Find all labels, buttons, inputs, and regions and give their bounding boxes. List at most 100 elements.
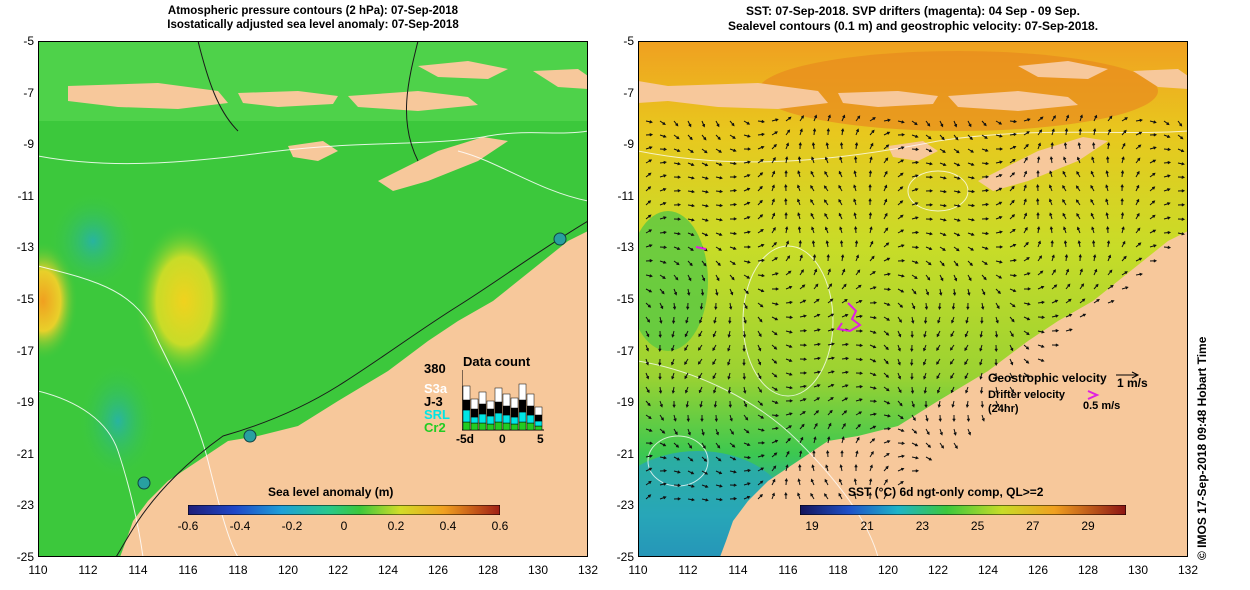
velocity-arrow	[827, 370, 835, 374]
velocity-arrow	[743, 482, 751, 486]
velocity-arrow	[925, 246, 933, 251]
velocity-arrow	[1177, 217, 1186, 221]
velocity-arrow	[967, 203, 976, 208]
velocity-arrow	[729, 470, 737, 474]
velocity-arrow	[1023, 143, 1029, 150]
velocity-arrow	[757, 288, 765, 293]
velocity-arrow	[757, 330, 762, 338]
velocity-arrow	[812, 127, 817, 136]
mission-j3: J-3	[424, 394, 443, 409]
velocity-arrow	[1037, 270, 1044, 276]
velocity-arrow	[659, 316, 663, 324]
mission-s3a: S3a	[424, 381, 448, 396]
velocity-arrow	[1149, 172, 1156, 178]
velocity-arrow	[785, 372, 793, 376]
velocity-arrow	[743, 442, 751, 446]
velocity-arrow	[883, 440, 891, 444]
velocity-arrow	[714, 302, 718, 311]
velocity-arrow	[687, 274, 692, 282]
velocity-arrow	[854, 225, 858, 234]
velocity-arrow	[923, 330, 927, 338]
velocity-arrow	[729, 302, 733, 310]
histogram-bar	[518, 399, 527, 413]
velocity-arrow	[701, 498, 709, 502]
velocity-arrow	[785, 464, 789, 472]
velocity-arrow	[743, 414, 749, 421]
velocity-arrow	[672, 316, 676, 325]
velocity-arrow	[797, 226, 802, 234]
histogram-bar	[526, 422, 535, 431]
velocity-arrow	[645, 120, 653, 124]
velocity-arrow	[812, 253, 817, 262]
velocity-arrow	[715, 470, 723, 475]
velocity-arrow	[1064, 127, 1069, 136]
velocity-arrow	[1051, 329, 1060, 333]
left-axis-ytick: -7	[23, 85, 34, 100]
velocity-arrow	[1120, 183, 1124, 192]
velocity-arrow	[715, 428, 719, 436]
velocity-arrow	[659, 442, 667, 447]
velocity-arrow	[939, 428, 943, 436]
right-axis-xtick: 116	[778, 563, 798, 577]
velocity-arrow	[698, 344, 703, 351]
velocity-arrow	[798, 463, 802, 472]
left-title-line2: Isostatically adjusted sea level anomaly…	[167, 19, 459, 31]
velocity-arrow	[1163, 134, 1171, 138]
velocity-arrow	[897, 229, 905, 234]
velocity-arrow	[771, 344, 778, 350]
velocity-arrow	[1009, 119, 1018, 124]
velocity-arrow	[687, 428, 691, 436]
velocity-arrow	[994, 330, 999, 338]
velocity-arrow	[953, 274, 958, 282]
velocity-arrow	[811, 240, 816, 248]
velocity-arrow	[744, 245, 752, 249]
velocity-arrow	[839, 464, 843, 472]
velocity-arrow	[1163, 230, 1172, 235]
velocity-arrow	[659, 469, 668, 473]
velocity-arrow	[1163, 174, 1171, 178]
velocity-arrow	[757, 493, 763, 500]
velocity-arrow	[673, 217, 682, 221]
velocity-arrow	[1009, 316, 1015, 323]
left-axis-ytick: -21	[16, 446, 34, 461]
velocity-arrow	[855, 450, 859, 458]
velocity-arrow	[673, 288, 677, 296]
histogram-bar	[510, 397, 519, 409]
velocity-arrow	[687, 246, 694, 251]
velocity-arrow	[743, 400, 748, 408]
geostrophic-scale-arrow	[1116, 371, 1140, 379]
left-axis-xtick: 130	[527, 563, 549, 577]
velocity-arrow	[855, 343, 864, 347]
velocity-arrow	[825, 464, 829, 472]
velocity-arrow	[1121, 117, 1128, 122]
velocity-arrow	[701, 428, 705, 436]
velocity-arrow	[1037, 226, 1041, 234]
velocity-arrow	[1077, 240, 1081, 248]
velocity-arrow	[897, 259, 906, 263]
sst-colorbar-tick: 19	[805, 519, 819, 533]
velocity-arrow	[799, 384, 807, 388]
velocity-arrow	[812, 449, 816, 458]
sla-colorbar	[188, 505, 500, 515]
velocity-arrow	[897, 274, 905, 278]
velocity-arrow	[1023, 198, 1027, 206]
velocity-arrow	[659, 260, 667, 264]
sla-colorbar-tick: 0.6	[491, 519, 509, 533]
velocity-arrow	[1023, 157, 1028, 164]
velocity-arrow	[883, 386, 890, 392]
velocity-arrow	[1090, 184, 1095, 192]
velocity-arrow	[939, 246, 946, 251]
velocity-arrow	[684, 330, 689, 338]
velocity-arrow	[883, 465, 889, 472]
velocity-arrow	[727, 372, 731, 380]
velocity-arrow	[897, 400, 903, 407]
velocity-arrow	[813, 410, 820, 416]
geostrophic-velocity-label: Geostrophic velocity	[988, 371, 1107, 385]
velocity-arrow	[810, 478, 815, 486]
left-axis-xtick: 110	[28, 563, 48, 577]
velocity-arrow	[701, 148, 708, 154]
velocity-arrow	[897, 120, 905, 124]
velocity-arrow	[855, 411, 863, 416]
velocity-arrow	[964, 344, 969, 352]
velocity-arrow	[883, 184, 888, 192]
